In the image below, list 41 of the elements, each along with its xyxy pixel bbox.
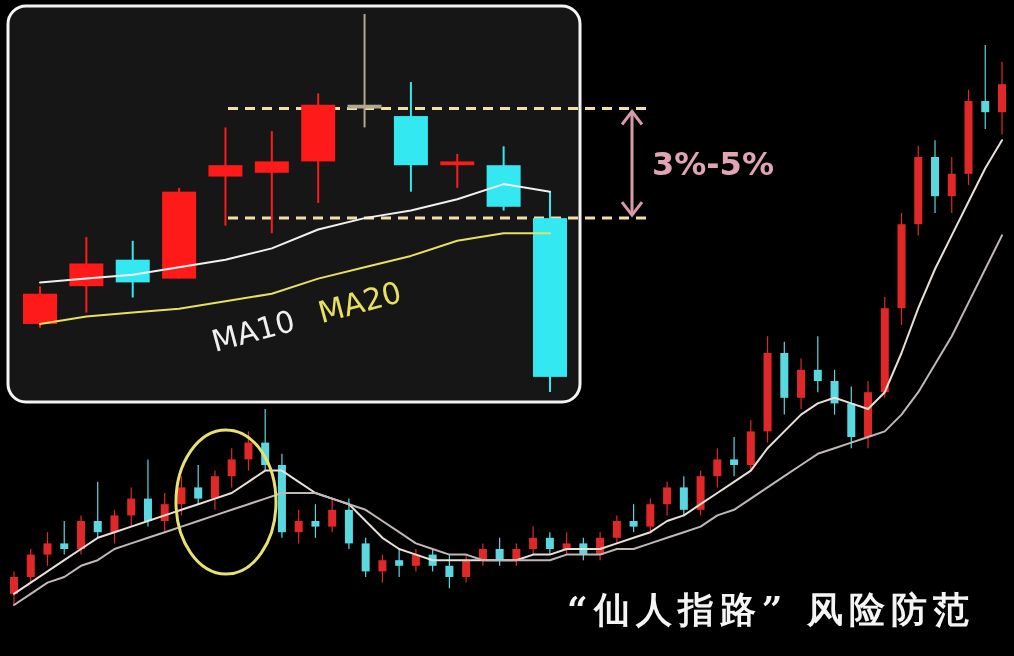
candlestick — [646, 498, 655, 533]
candlestick — [663, 481, 672, 516]
candlestick — [730, 436, 739, 477]
candlestick — [713, 447, 722, 488]
text: “仙人指路” 风险防范 — [567, 588, 975, 630]
text: MA10 — [207, 303, 299, 359]
candlestick — [10, 570, 18, 606]
candlestick — [440, 152, 475, 189]
candlestick — [208, 126, 243, 227]
candlestick — [43, 531, 52, 567]
candlestick — [294, 509, 303, 544]
candlestick — [545, 531, 554, 556]
candlestick — [612, 514, 621, 544]
candlestick — [947, 156, 956, 214]
candlestick — [347, 13, 382, 129]
candlestick — [462, 554, 471, 584]
candlestick — [328, 498, 337, 533]
candlestick — [227, 447, 236, 488]
candlestick — [629, 503, 638, 533]
candlestick — [562, 531, 571, 556]
candlestick — [194, 464, 203, 505]
candlestick — [127, 486, 136, 528]
candlestick — [143, 458, 152, 528]
candlestick — [244, 430, 253, 472]
candlestick — [378, 554, 387, 584]
candlestick — [395, 548, 404, 578]
candlestick — [254, 130, 289, 235]
candlestick — [679, 475, 688, 516]
candlestick — [26, 548, 35, 584]
candlestick — [445, 554, 454, 589]
candlestick — [60, 520, 69, 556]
candlestick — [110, 509, 119, 544]
text: MA20 — [314, 274, 406, 330]
annotation: 3%-5% — [652, 145, 774, 184]
candlestick — [210, 470, 219, 511]
candlestick — [93, 481, 102, 539]
candlestick — [813, 335, 822, 393]
candlestick — [311, 503, 320, 539]
candlestick — [411, 548, 420, 572]
candlestick — [529, 526, 538, 556]
candlestick — [981, 44, 990, 130]
